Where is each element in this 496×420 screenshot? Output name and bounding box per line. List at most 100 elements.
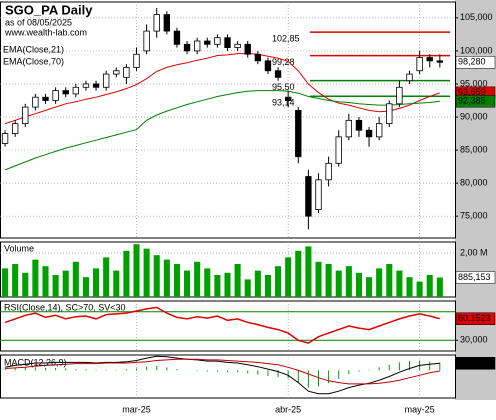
volume-bar — [194, 261, 201, 297]
volume-bar — [254, 270, 261, 297]
volume-bar — [234, 264, 241, 297]
ema-line — [4, 90, 440, 171]
y-tick-label: 95,000 — [460, 78, 488, 88]
volume-bar — [224, 272, 231, 297]
volume-bar — [214, 275, 221, 297]
y-tick-label: 80,000 — [460, 178, 488, 188]
candle-body — [375, 123, 383, 138]
candle-body — [325, 162, 332, 181]
rsi-line — [4, 306, 440, 344]
volume-bar — [285, 257, 292, 297]
volume-bar — [153, 255, 160, 297]
candle-body — [102, 73, 110, 88]
candle-body — [345, 119, 353, 138]
ema-line — [4, 53, 440, 125]
candle-body — [264, 60, 272, 72]
candle-body — [406, 73, 413, 82]
y-tick-label: 2,00 M — [460, 247, 488, 257]
volume-bar — [143, 248, 150, 297]
y-tick-label: 90,000 — [460, 111, 488, 121]
candle-body — [295, 110, 302, 158]
volume-bar — [436, 277, 443, 297]
volume-bar — [275, 266, 282, 297]
x-tick-label: may-25 — [405, 404, 435, 414]
value-box — [455, 56, 496, 69]
volume-bar — [244, 279, 251, 297]
pane-frame — [0, 300, 456, 352]
value-label: 98,280 — [458, 57, 486, 67]
candle-body — [416, 57, 423, 72]
macd-line — [5, 358, 440, 385]
volume-bar — [42, 266, 49, 297]
volume-bar — [204, 268, 211, 297]
volume-bar — [173, 264, 180, 297]
level-label: 95,50 — [272, 82, 295, 92]
candle-body — [305, 176, 312, 217]
candle-body — [284, 96, 292, 101]
candle-body — [335, 136, 342, 164]
candle-body — [315, 179, 322, 210]
volume-bar — [32, 259, 39, 297]
candle-body — [355, 119, 363, 131]
level-label: 102,85 — [272, 33, 300, 43]
pane-frame — [0, 1, 456, 239]
volume-bar — [355, 272, 362, 297]
pane-title: Volume — [4, 243, 34, 253]
volume-bar — [406, 277, 413, 297]
volume-bar — [62, 270, 69, 297]
volume-bar — [396, 270, 403, 297]
candle-body — [32, 96, 39, 108]
candle-body — [163, 14, 171, 32]
value-label: 93,659 — [458, 87, 486, 97]
pane-title: MACD(12,26,9) — [4, 357, 67, 367]
candle-body — [52, 90, 59, 101]
candle-body — [244, 43, 251, 55]
subtitle: as of 08/05/2025 — [5, 17, 72, 27]
value-box — [455, 95, 496, 108]
value-box — [455, 271, 496, 284]
volume-bar — [103, 257, 110, 297]
pane-title: RSI(Close,14), SC>70, SV<30 — [4, 302, 126, 312]
y-tick-label: 75,000 — [460, 211, 488, 221]
volume-bar — [325, 264, 332, 297]
volume-bar — [416, 281, 423, 297]
volume-bar — [133, 244, 140, 297]
volume-bar — [386, 264, 393, 297]
chart-title: SGO_PA Daily — [5, 2, 93, 17]
legend-entry: EMA(Close,70) — [3, 56, 64, 66]
x-tick-label: mar-25 — [122, 404, 151, 414]
volume-bar — [52, 275, 59, 297]
volume-bar — [2, 268, 9, 297]
candle-body — [386, 103, 393, 125]
candle-body — [426, 57, 433, 62]
candle-body — [173, 30, 181, 45]
volume-bar — [72, 261, 79, 297]
value-label: 885,153 — [458, 272, 491, 282]
volume-bar — [82, 277, 89, 297]
value-label: 92,385 — [458, 96, 486, 106]
volume-bar — [12, 264, 19, 297]
candle-body — [72, 86, 80, 95]
y-tick-label: 105,000 — [460, 12, 493, 22]
value-box — [455, 312, 496, 325]
volume-bar — [295, 250, 302, 297]
volume-bar — [123, 250, 130, 297]
volume-bar — [335, 270, 342, 297]
volume-bar — [113, 270, 120, 297]
legend-entry: EMA(Close,21) — [3, 44, 64, 54]
volume-bar — [264, 275, 271, 297]
y-tick-label: 85,000 — [460, 144, 488, 154]
pane-frame — [0, 354, 456, 399]
candle-body — [204, 40, 211, 45]
volume-bar — [93, 268, 100, 297]
source: www.wealth-lab.com — [4, 27, 87, 37]
volume-bar — [184, 270, 191, 297]
volume-bar — [163, 259, 170, 297]
candle-body — [436, 60, 444, 63]
volume-bar — [345, 266, 352, 297]
candle-body — [62, 90, 69, 95]
candle-body — [133, 53, 140, 68]
volume-bar — [315, 261, 322, 297]
